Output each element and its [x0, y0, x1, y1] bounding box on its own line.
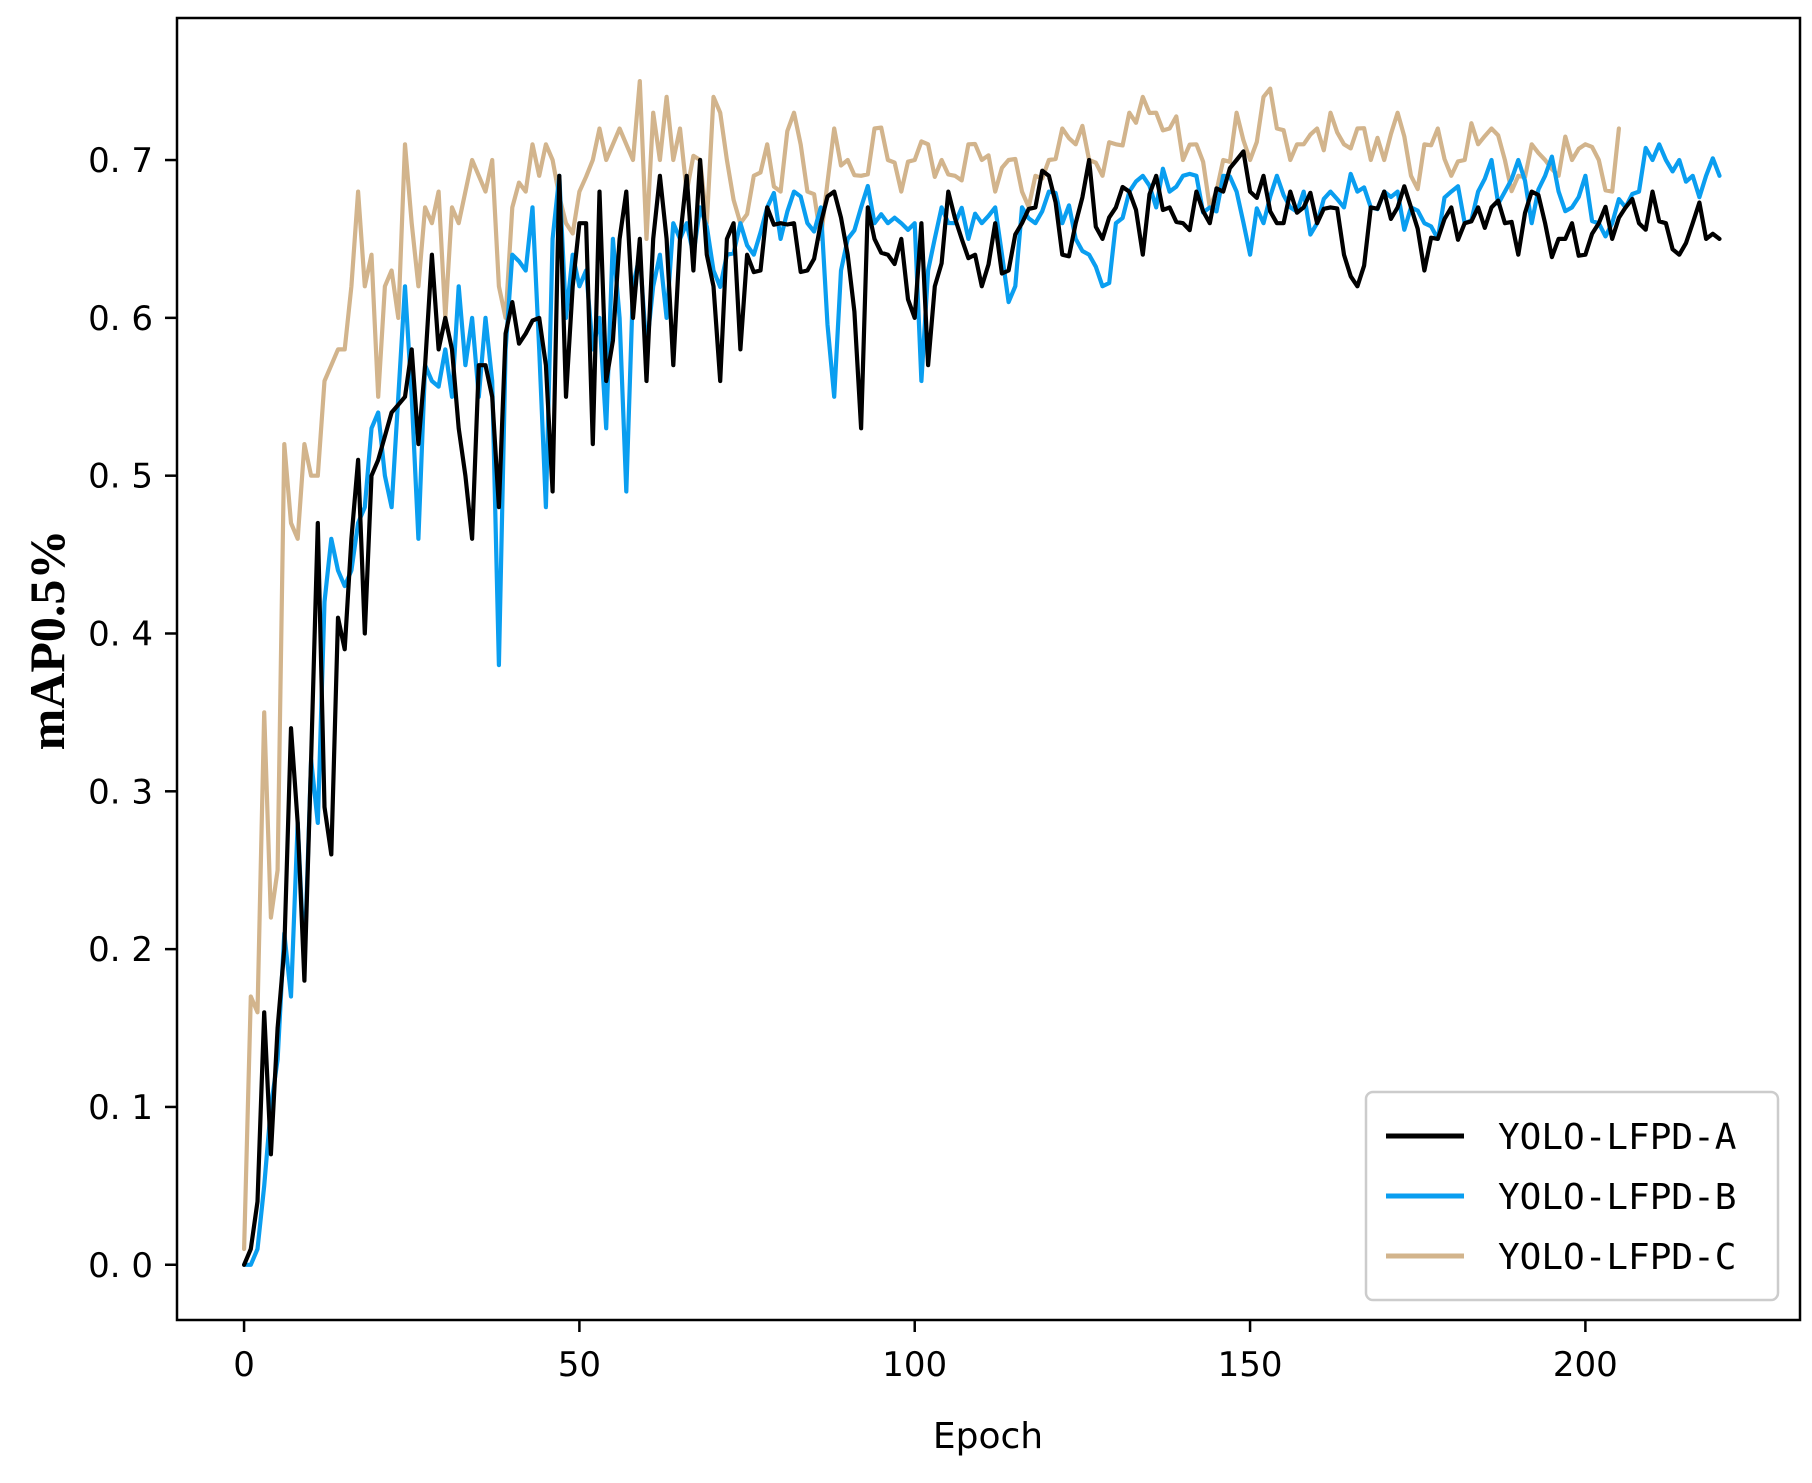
plot-frame [175, 16, 1802, 1322]
legend-label: YOLO-LFPD-A [1498, 1117, 1737, 1158]
axes-layer: 0 50 100 150 200 0. 0 0. 1 0. 2 0. 3 0. 4 0. 5 0. 6… [88, 16, 1802, 1385]
y-tick-label: 0. 4 [88, 614, 153, 654]
y-tick-label: 0. 7 [88, 141, 153, 181]
y-tick-label: 0. 3 [88, 772, 153, 812]
y-axis-label: mAP0.5% [19, 530, 75, 751]
x-tick-label: 50 [558, 1345, 601, 1385]
x-tick-label: 100 [882, 1345, 947, 1385]
x-axis-label: Epoch [933, 1416, 1043, 1457]
series-line-yolo-lfpd-c [242, 79, 1621, 1252]
y-tick-label: 0. 2 [88, 930, 153, 970]
y-tick-label: 0. 1 [88, 1088, 153, 1128]
y-tick-label: 0. 6 [88, 299, 153, 339]
legend: YOLO-LFPD-A YOLO-LFPD-B YOLO-LFPD-C [1364, 1090, 1780, 1302]
legend-box [1364, 1090, 1780, 1302]
x-tick-label: 200 [1553, 1345, 1618, 1385]
x-tick-label: 150 [1218, 1345, 1283, 1385]
y-tick-label: 0. 0 [88, 1246, 153, 1286]
series-line-yolo-lfpd-b [242, 142, 1722, 1267]
legend-label: YOLO-LFPD-C [1498, 1237, 1736, 1278]
series-line-yolo-lfpd-a [242, 149, 1722, 1267]
series-layer [242, 79, 1722, 1267]
x-tick-label: 0 [233, 1345, 255, 1385]
legend-label: YOLO-LFPD-B [1498, 1177, 1736, 1218]
y-tick-label: 0. 5 [88, 457, 153, 497]
